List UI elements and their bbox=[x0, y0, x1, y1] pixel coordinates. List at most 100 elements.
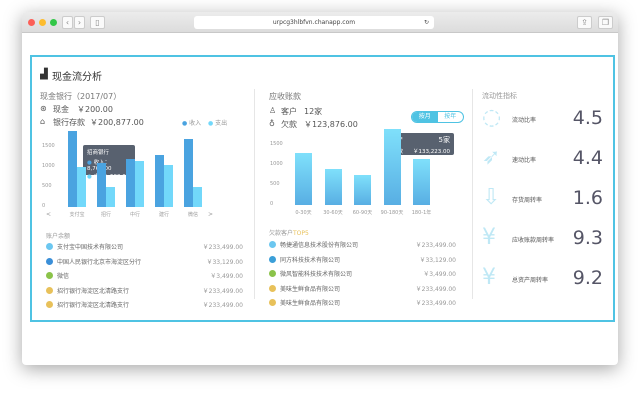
account-icon bbox=[46, 243, 53, 250]
list-item[interactable]: 美味生鲜食品有限公司 bbox=[269, 284, 340, 293]
list-item[interactable]: 美味生鲜食品有限公司 bbox=[269, 298, 340, 307]
divider bbox=[472, 89, 473, 299]
list-item[interactable]: 微风智能科技技术有限公司 bbox=[269, 269, 352, 278]
metric-value: 4.5 bbox=[572, 107, 603, 129]
item-amount: ￥3,499.00 bbox=[210, 273, 243, 280]
item-name: 支付宝中国技术有限公司 bbox=[57, 244, 124, 251]
income-bar[interactable] bbox=[184, 139, 193, 207]
metric-label: 流动比率 bbox=[512, 117, 537, 124]
item-amount: ￥233,499.00 bbox=[415, 300, 456, 307]
customer-icon: ♙ bbox=[269, 106, 277, 115]
y-tick: 500 bbox=[42, 183, 52, 189]
browser-window: ‹ › ▯ urpcg3hlbfvn.chanapp.com ↻ ⇪ ❐ ▟ 现金… bbox=[22, 12, 618, 365]
expense-bar[interactable] bbox=[164, 165, 173, 207]
back-button[interactable]: ‹ bbox=[62, 16, 73, 29]
y-tick: 1500 bbox=[270, 141, 283, 147]
customer-label: 客户 bbox=[281, 107, 297, 116]
receivable-bar[interactable] bbox=[383, 129, 401, 205]
top-heading-accent: TOP5 bbox=[293, 230, 309, 237]
balances-heading: 账户余额 bbox=[46, 233, 71, 240]
deposit-label: 银行存款 bbox=[53, 118, 85, 127]
customer-value: 12家 bbox=[304, 107, 323, 116]
close-button[interactable] bbox=[28, 19, 35, 26]
account-icon bbox=[46, 286, 53, 294]
list-item[interactable]: 招行银行海淀区北清路支行 bbox=[46, 286, 129, 295]
receivable-bar[interactable] bbox=[324, 169, 342, 205]
debt-label: 欠款 bbox=[281, 120, 297, 129]
chart-prev-button[interactable]: < bbox=[46, 211, 52, 218]
sidebar-icon[interactable]: ▯ bbox=[90, 16, 105, 29]
debt-value: ￥123,876.00 bbox=[304, 120, 358, 129]
metric-value: 9.2 bbox=[572, 267, 603, 289]
metric-label: 存货周转率 bbox=[512, 197, 543, 204]
item-amount: ￥233,499.00 bbox=[202, 302, 243, 309]
rocket-icon: ➶ bbox=[482, 145, 501, 170]
expense-bar[interactable] bbox=[77, 167, 86, 207]
metric-value: 9.3 bbox=[572, 227, 603, 249]
y-tick: 500 bbox=[270, 181, 280, 187]
tabs-icon[interactable]: ❐ bbox=[598, 16, 613, 29]
y-tick: 1000 bbox=[270, 161, 283, 167]
metric-value: 1.6 bbox=[572, 187, 603, 209]
metric-label: 总资产周转率 bbox=[512, 277, 549, 284]
yen-cycle-icon: ¥ bbox=[482, 225, 496, 250]
list-item[interactable]: 支付宝中国技术有限公司 bbox=[46, 242, 123, 251]
item-amount: ￥233,499.00 bbox=[415, 242, 456, 249]
chart-next-button[interactable]: > bbox=[208, 211, 214, 218]
item-name: 微风智能科技技术有限公司 bbox=[280, 271, 353, 278]
page-title: 现金流分析 bbox=[52, 72, 102, 83]
moneybag-icon: ♁ bbox=[269, 119, 275, 128]
income-bar[interactable] bbox=[155, 155, 164, 207]
browser-toolbar: ‹ › ▯ urpcg3hlbfvn.chanapp.com ↻ ⇪ ❐ bbox=[22, 12, 618, 33]
address-bar[interactable]: urpcg3hlbfvn.chanapp.com ↻ bbox=[194, 16, 434, 29]
item-name: 同方科技技术有限公司 bbox=[280, 256, 341, 264]
toggle-month[interactable]: 按月 bbox=[412, 112, 438, 122]
list-item[interactable]: 同方科技技术有限公司 bbox=[269, 255, 340, 264]
x-tick: 60-90天 bbox=[352, 210, 373, 216]
item-name: 招行银行海淀区北清路支行 bbox=[57, 302, 130, 309]
list-item[interactable]: 微信 bbox=[46, 271, 69, 280]
tooltip-customer-value: 5家 bbox=[438, 136, 450, 144]
expense-bar[interactable] bbox=[135, 161, 144, 207]
x-tick: 中行 bbox=[129, 212, 140, 218]
item-name: 美味生鲜食品有限公司 bbox=[280, 300, 341, 307]
maximize-button[interactable] bbox=[50, 19, 57, 26]
account-icon bbox=[269, 270, 276, 277]
expense-bar[interactable] bbox=[193, 187, 202, 207]
account-icon bbox=[46, 257, 53, 265]
account-icon bbox=[269, 255, 276, 263]
chart-icon: ▟ bbox=[40, 69, 48, 80]
list-item[interactable]: 中国人民银行北京市海淀区分行 bbox=[46, 257, 141, 266]
receivable-bar[interactable] bbox=[295, 153, 312, 205]
liquidity-heading: 流动性指标 bbox=[482, 92, 517, 100]
income-bar[interactable] bbox=[126, 159, 135, 207]
yen-tag-icon: ¥ bbox=[482, 265, 496, 290]
list-item[interactable]: 畅捷通信息技术股份有限公司 bbox=[269, 240, 358, 249]
tooltip-expense: 支出：500.00 bbox=[93, 174, 130, 180]
item-amount: ￥3,499.00 bbox=[423, 271, 456, 278]
list-item[interactable]: 招行银行海淀区北清路支行 bbox=[46, 300, 129, 309]
metric-label: 速动比率 bbox=[512, 157, 537, 164]
expense-bar[interactable] bbox=[106, 187, 115, 207]
share-icon[interactable]: ⇪ bbox=[577, 16, 592, 29]
income-bar[interactable] bbox=[97, 163, 106, 207]
receivable-bar[interactable] bbox=[413, 159, 430, 205]
item-name: 畅捷通信息技术股份有限公司 bbox=[280, 242, 359, 249]
income-bar[interactable] bbox=[68, 131, 77, 207]
bank-icon: ⌂ bbox=[40, 117, 46, 126]
item-name: 中国人民银行北京市海淀区分行 bbox=[57, 258, 142, 266]
account-icon bbox=[46, 272, 53, 279]
account-icon bbox=[46, 301, 53, 308]
receivable-bar[interactable] bbox=[354, 175, 371, 205]
reload-icon[interactable]: ↻ bbox=[423, 19, 429, 26]
cash-value: ￥200.00 bbox=[77, 105, 113, 114]
toggle-year[interactable]: 按年 bbox=[444, 113, 457, 120]
forward-button[interactable]: › bbox=[74, 16, 85, 29]
minimize-button[interactable] bbox=[39, 19, 46, 26]
x-tick: 建行 bbox=[158, 212, 169, 218]
item-amount: ￥233,499.00 bbox=[415, 285, 456, 293]
deposit-value: ￥200,877.00 bbox=[90, 118, 144, 127]
x-tick: 微信 bbox=[187, 212, 198, 218]
tooltip-title: 招商银行 bbox=[87, 150, 110, 156]
item-name: 美味生鲜食品有限公司 bbox=[280, 285, 341, 293]
